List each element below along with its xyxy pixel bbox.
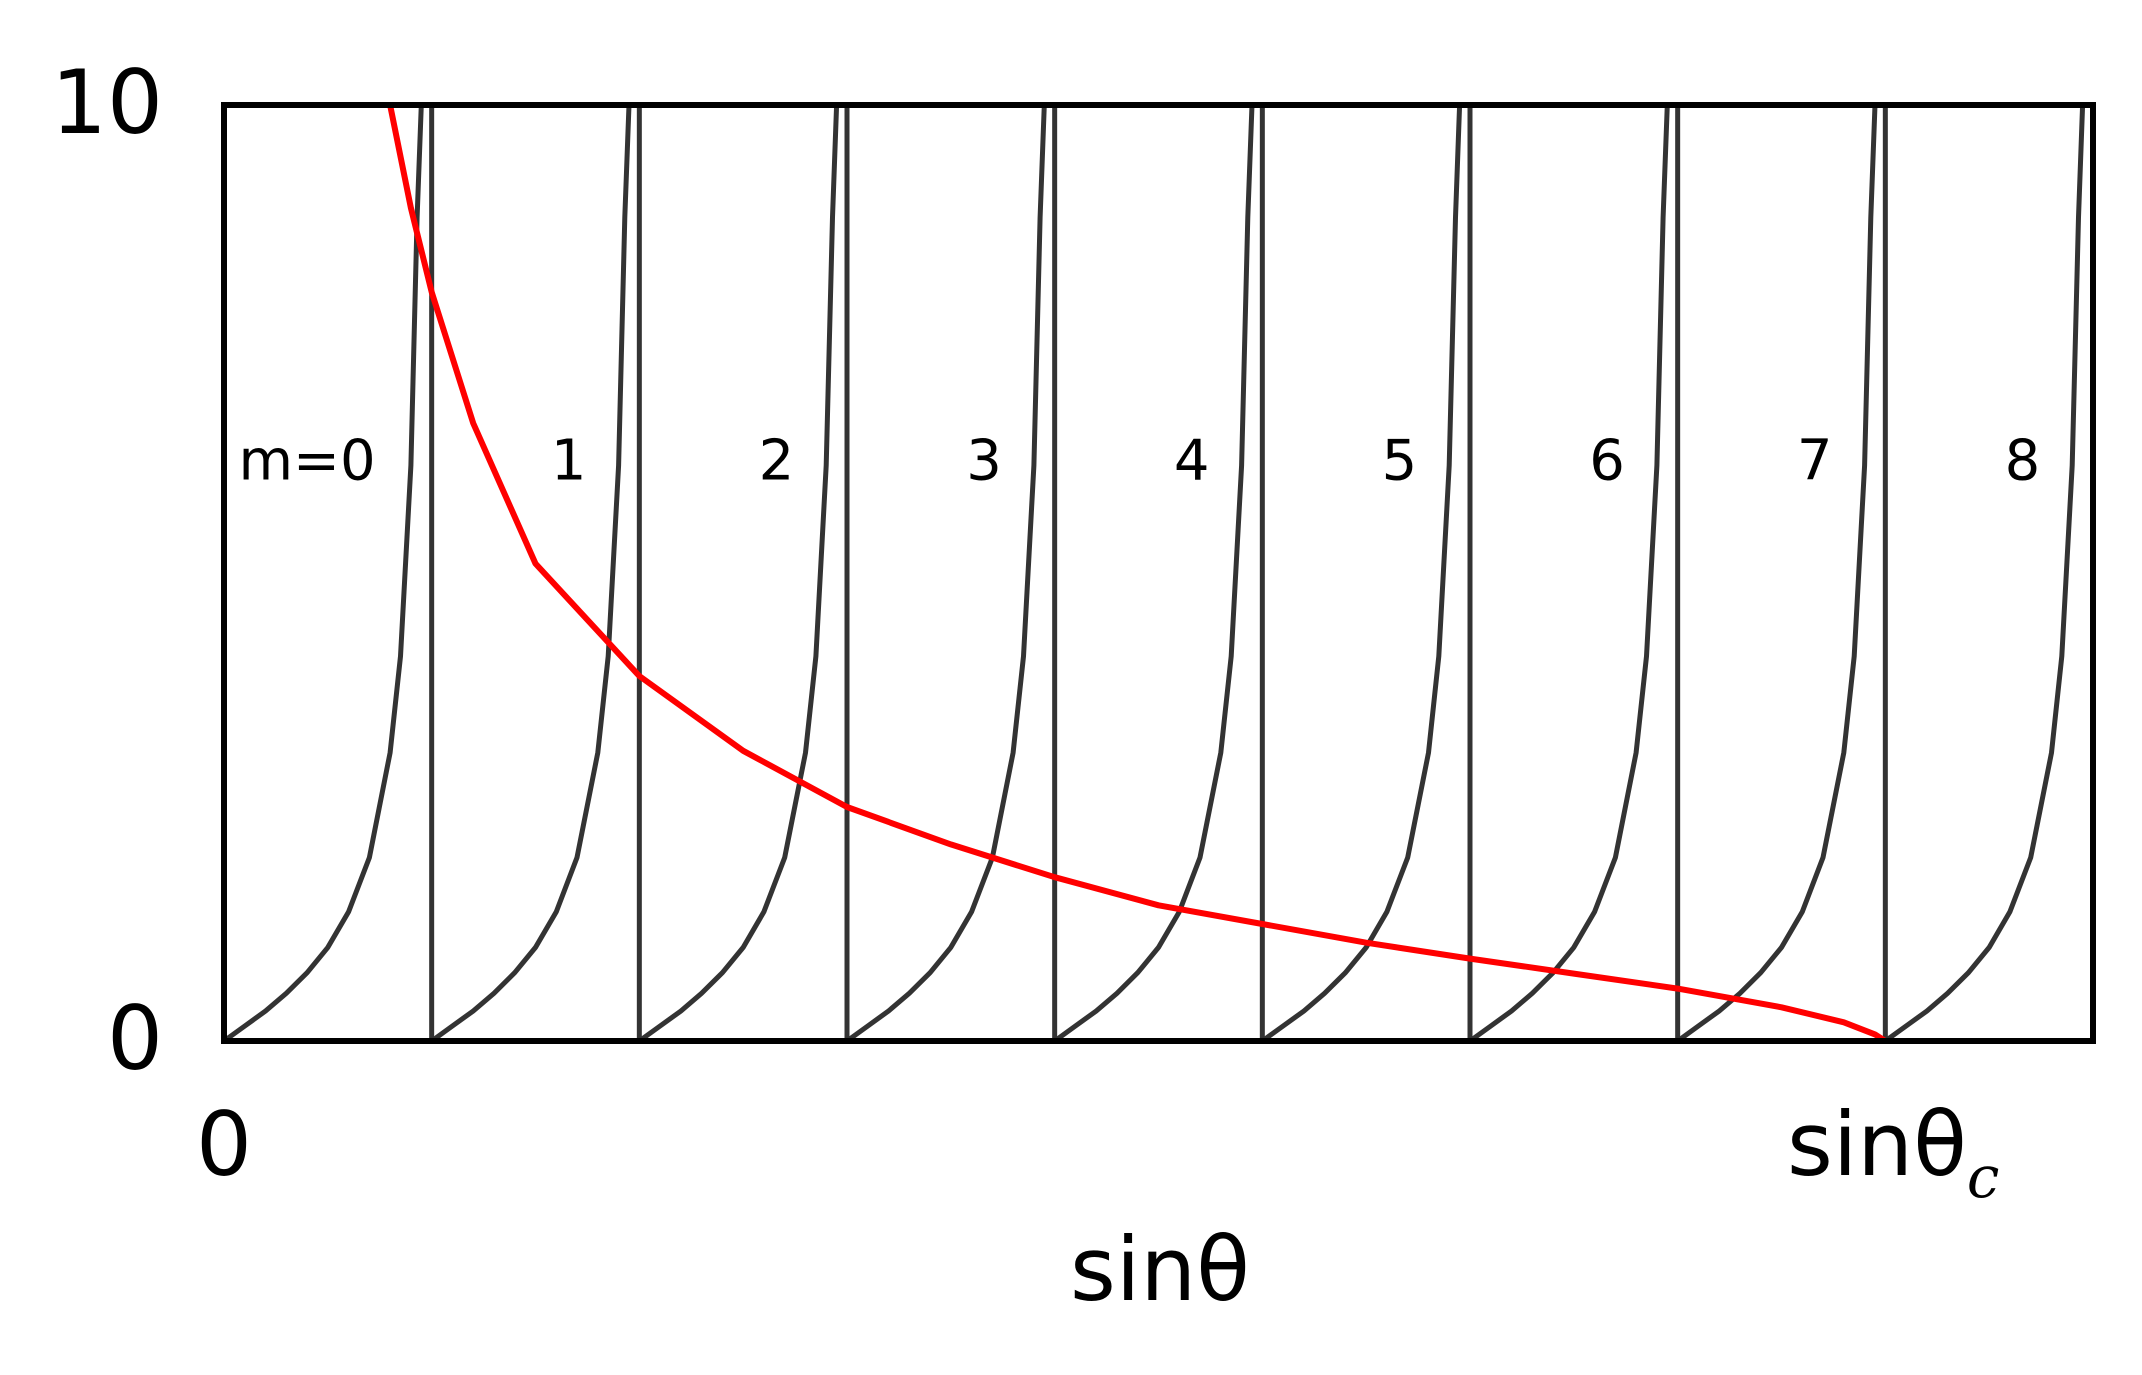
- mode-curves: [222, 102, 2092, 1044]
- mode-curve-0: [222, 102, 431, 1044]
- mode-label-1: 1: [551, 428, 587, 493]
- mode-label-6: 6: [1589, 428, 1625, 493]
- x-axis-label: sinθ: [1070, 1218, 1250, 1321]
- mode-label-3: 3: [966, 428, 1002, 493]
- mode-curve-1: [430, 102, 639, 1044]
- plot-frame: [221, 102, 2096, 1044]
- mode-curve-4: [1053, 102, 1262, 1044]
- mode-curve-5: [1260, 102, 1469, 1044]
- mode-label-4: 4: [1174, 428, 1210, 493]
- mode-curve-8: [1883, 102, 2092, 1044]
- red-series: [387, 104, 1887, 1044]
- x-tick-label-critical: sinθc: [1787, 1093, 1999, 1211]
- mode-label-7: 7: [1797, 428, 1833, 493]
- mode-label-5: 5: [1382, 428, 1418, 493]
- mode-curve-6: [1468, 102, 1677, 1044]
- mode-curve-3: [845, 102, 1054, 1044]
- mode-label-8: 8: [2005, 428, 2041, 493]
- mode-label-2: 2: [759, 428, 795, 493]
- red-series-line-0: [387, 104, 1887, 1044]
- mode-curve-7: [1676, 102, 1885, 1044]
- mode-labels: m=0 1 2 3 4 5 6 7 8: [239, 428, 2041, 493]
- x-tick-label-zero: 0: [196, 1093, 252, 1196]
- mode-boundaries: [429, 105, 2096, 1041]
- y-tick-label-bottom: 0: [107, 987, 163, 1090]
- mode-curve-2: [637, 102, 846, 1044]
- mode-label-0: m=0: [239, 428, 376, 493]
- y-tick-label-top: 10: [51, 51, 163, 154]
